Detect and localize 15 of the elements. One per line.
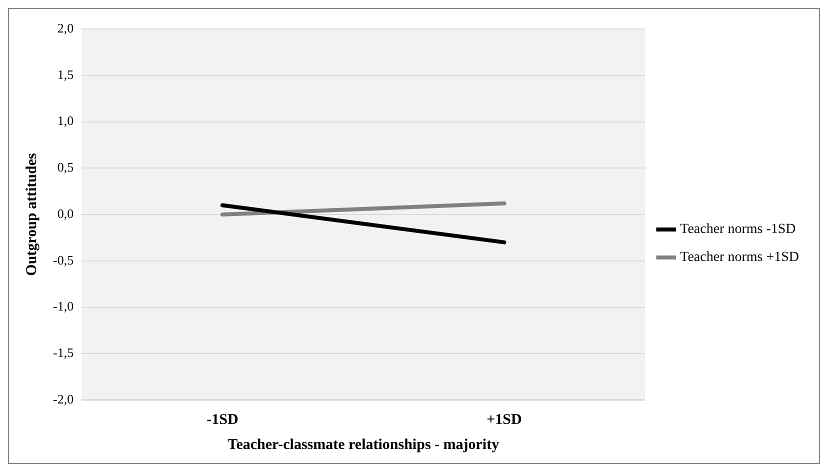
legend-label: Teacher norms +1SD bbox=[680, 250, 800, 266]
y-tick-label: -0,5 bbox=[52, 252, 74, 268]
y-axis-title: Outgroup attitudes bbox=[24, 153, 40, 276]
y-tick-label: -2,0 bbox=[52, 391, 74, 406]
y-tick-label: 1,0 bbox=[57, 113, 74, 128]
y-tick-label: 0,0 bbox=[57, 206, 74, 221]
legend-label: Teacher norms -1SD bbox=[680, 222, 796, 238]
y-tick-label: 2,0 bbox=[57, 20, 74, 36]
x-axis-title: Teacher-classmate relationships - majority bbox=[228, 436, 500, 453]
y-tick-label: -1,5 bbox=[52, 345, 74, 360]
x-tick-label: -1SD bbox=[206, 412, 238, 428]
y-tick-label: -1,0 bbox=[52, 298, 74, 314]
x-tick-label: +1SD bbox=[486, 412, 522, 428]
y-tick-label: 1,5 bbox=[57, 66, 74, 82]
y-tick-label: 0,5 bbox=[57, 160, 74, 175]
